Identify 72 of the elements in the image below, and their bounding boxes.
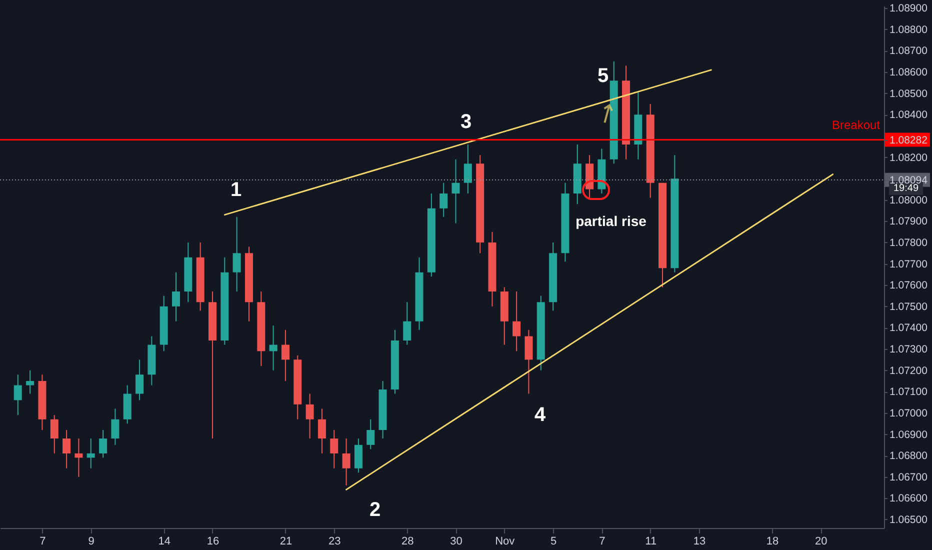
y-tick-label: 1.06600: [890, 492, 928, 505]
y-tick-label: 1.08200: [890, 152, 928, 164]
y-tick-label: 1.06900: [890, 428, 928, 441]
text: 19:49: [893, 183, 919, 194]
candlestick: [111, 408, 120, 446]
y-tick-label: 1.06500: [890, 514, 928, 526]
x-tick-label: 5: [550, 536, 557, 548]
candlestick: [342, 438, 350, 486]
x-tick-label: 7: [599, 536, 606, 548]
candlestick: [99, 429, 108, 458]
y-tick-label: 1.06700: [890, 471, 928, 484]
y-tick-label: 1.07700: [890, 258, 928, 270]
candlestick: [440, 182, 448, 218]
y-tick-label: 1.08800: [890, 24, 928, 36]
x-tick-label: 23: [328, 536, 341, 548]
candlestick: [172, 272, 180, 322]
x-tick-label: 18: [766, 536, 779, 548]
y-tick-label: 1.07400: [890, 322, 928, 334]
x-tick-label: 20: [814, 536, 828, 548]
annotation: 4: [534, 404, 546, 426]
candlestick: [306, 393, 314, 440]
candlestick: [14, 374, 22, 416]
candlestick: [512, 291, 521, 352]
annotation: partial rise: [576, 213, 647, 229]
y-tick-label: 1.08500: [890, 88, 928, 100]
x-tick-label: 30: [450, 536, 462, 548]
y-tick-label: 1.08900: [890, 2, 928, 15]
y-tick-label: 1.07600: [890, 280, 928, 292]
y-tick-label: 1.07100: [890, 386, 928, 398]
y-tick-label: 1.07300: [890, 344, 928, 356]
candlestick: [26, 370, 34, 394]
annotation: 2: [369, 499, 381, 521]
candlestick: [524, 329, 533, 394]
candlestick: [269, 325, 278, 371]
x-tick-label: 13: [693, 536, 706, 548]
y-tick-label: 1.08700: [890, 45, 928, 58]
candlestick: [452, 158, 460, 224]
x-tick-label: 9: [88, 536, 94, 548]
candlestick: [74, 438, 83, 478]
y-tick-label: 1.08600: [890, 66, 928, 79]
candlestick: [318, 408, 326, 454]
y-tick-label: 1.07800: [890, 237, 928, 249]
x-tick-label: 11: [645, 536, 657, 548]
annotation: 1: [230, 179, 242, 201]
y-tick-label: 1.08400: [890, 109, 928, 122]
y-tick-label: 1.08000: [890, 194, 928, 206]
candlestick: [281, 329, 290, 382]
y-tick-label: 1.07000: [890, 407, 928, 420]
x-tick-label: 14: [158, 536, 170, 548]
candlestick: [354, 438, 362, 474]
candlestick: [464, 144, 472, 194]
candlestick: [86, 438, 95, 469]
candlestick: [50, 414, 58, 454]
x-tick-label: 7: [40, 536, 46, 548]
y-tick-label: 1.07900: [890, 216, 928, 228]
y-tick-label: 1.07200: [890, 364, 928, 377]
x-tick-label: Nov: [495, 536, 516, 548]
annotation: 5: [597, 65, 609, 87]
x-tick-label: 21: [280, 536, 292, 548]
annotation: 3: [460, 111, 472, 133]
y-tick-label: 1.06800: [890, 450, 928, 462]
candlestick: [330, 429, 338, 469]
y-tick-label: 1.08282: [890, 134, 928, 146]
x-tick-label: 16: [206, 536, 220, 548]
candlestick: [232, 216, 241, 292]
x-tick-label: 28: [401, 536, 414, 548]
candlestick: [366, 418, 375, 450]
ref-line-label: Breakout: [832, 118, 881, 132]
y-tick-label: 1.07500: [890, 300, 928, 313]
candlestick: [403, 302, 412, 346]
candlestick: [136, 359, 144, 401]
candlestick: [62, 429, 71, 469]
